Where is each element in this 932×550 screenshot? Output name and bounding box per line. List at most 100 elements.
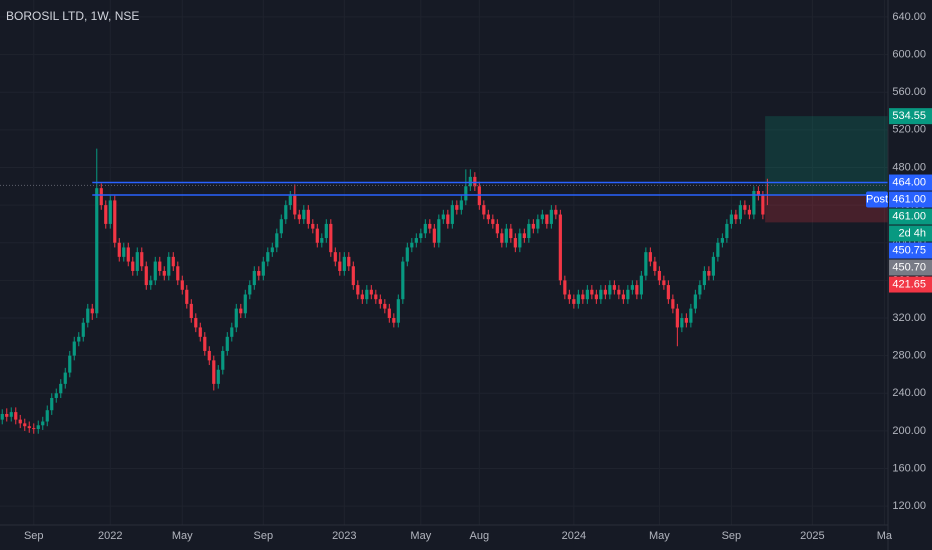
- candle-body: [243, 294, 247, 314]
- candle-body: [725, 223, 729, 239]
- candle-body: [518, 233, 522, 248]
- candle-body: [401, 261, 405, 300]
- price-tag-label: 450.75: [892, 244, 926, 256]
- x-tick-label: Sep: [254, 530, 274, 542]
- y-tick-label: 160.00: [892, 462, 926, 474]
- y-tick-label: 560.00: [892, 86, 926, 98]
- candle-body: [549, 209, 553, 224]
- candle-body: [554, 209, 558, 215]
- candle-body: [77, 336, 81, 342]
- candle-body: [680, 318, 684, 328]
- candle-body: [666, 285, 670, 300]
- candle-body: [72, 341, 76, 356]
- candle-body: [315, 228, 319, 243]
- candle-body: [617, 289, 621, 295]
- candle-body: [284, 205, 288, 220]
- candle-body: [702, 270, 706, 286]
- candle-body: [635, 285, 639, 295]
- candle-body: [140, 252, 144, 267]
- candle-body: [603, 289, 607, 295]
- candle-body: [432, 228, 436, 243]
- candle-body: [342, 256, 346, 271]
- candle-body: [270, 247, 274, 253]
- candle-body: [446, 214, 450, 224]
- candle-body: [36, 425, 40, 430]
- candle-body: [189, 303, 193, 319]
- x-tick-label: May: [410, 530, 431, 542]
- candle-body: [248, 285, 252, 295]
- candle-body: [720, 238, 724, 243]
- candle-body: [180, 280, 184, 290]
- candle-body: [153, 261, 157, 281]
- candle-body: [500, 233, 504, 243]
- candle-body: [239, 308, 243, 314]
- candle-body: [50, 397, 54, 411]
- candle-body: [351, 266, 355, 286]
- candle-body: [81, 322, 85, 337]
- y-tick-label: 320.00: [892, 312, 926, 324]
- candle-body: [531, 223, 535, 229]
- chart-title: BOROSIL LTD, 1W, NSE: [6, 9, 139, 23]
- x-tick-label: 2024: [562, 530, 586, 542]
- price-tag: [889, 208, 932, 225]
- y-tick-label: 120.00: [892, 500, 926, 512]
- plot: [0, 116, 888, 434]
- candle-body: [45, 410, 49, 422]
- candle-body: [675, 308, 679, 328]
- candle-body: [707, 270, 711, 276]
- candle-body: [212, 360, 216, 384]
- candle-body: [495, 223, 499, 234]
- candle-body: [563, 280, 567, 295]
- y-tick-label: 240.00: [892, 387, 926, 399]
- candle-body: [360, 294, 364, 300]
- candle-body: [18, 419, 22, 424]
- candle-body: [648, 252, 652, 262]
- candle-body: [671, 299, 675, 309]
- candle-body: [149, 280, 153, 286]
- candle-body: [113, 200, 117, 243]
- candle-body: [513, 238, 517, 248]
- candle-body: [234, 308, 238, 328]
- y-tick-label: 520.00: [892, 124, 926, 136]
- candle-body: [216, 369, 220, 384]
- y-tick-label: 480.00: [892, 161, 926, 173]
- candle-body: [95, 188, 99, 314]
- price-tag-label: 461.00: [892, 193, 926, 205]
- candle-body: [329, 223, 333, 253]
- candle-body: [90, 308, 94, 314]
- candle-body: [158, 261, 162, 271]
- candle-body: [207, 350, 211, 361]
- tag-prefix-label: Post: [866, 193, 888, 205]
- candle-body: [639, 275, 643, 295]
- price-tag: [889, 259, 932, 276]
- candle-body: [414, 238, 418, 243]
- candle-body: [509, 228, 513, 239]
- candle-body: [108, 200, 112, 224]
- price-tag: [889, 108, 932, 125]
- candle-body: [198, 327, 202, 337]
- candle-body: [464, 186, 468, 201]
- candle-body: [387, 308, 391, 319]
- candle-body: [743, 205, 747, 210]
- x-tick-label: 2025: [800, 530, 824, 542]
- candle-body: [63, 372, 67, 384]
- candle-body: [657, 270, 661, 281]
- candle-body: [711, 256, 715, 276]
- price-tag: [889, 225, 932, 242]
- y-tick-label: 640.00: [892, 11, 926, 23]
- candle-body: [167, 256, 171, 276]
- candle-body: [122, 247, 126, 257]
- candle-body: [540, 214, 544, 220]
- candle-body: [482, 205, 486, 215]
- candle-body: [126, 247, 130, 262]
- candle-body: [378, 299, 382, 304]
- candle-body: [5, 413, 9, 417]
- price-tag: [889, 191, 932, 208]
- candle-body: [491, 219, 495, 224]
- candle-body: [356, 285, 360, 295]
- candle-body: [320, 238, 324, 243]
- candle-body: [558, 214, 562, 281]
- candle-body: [536, 219, 540, 229]
